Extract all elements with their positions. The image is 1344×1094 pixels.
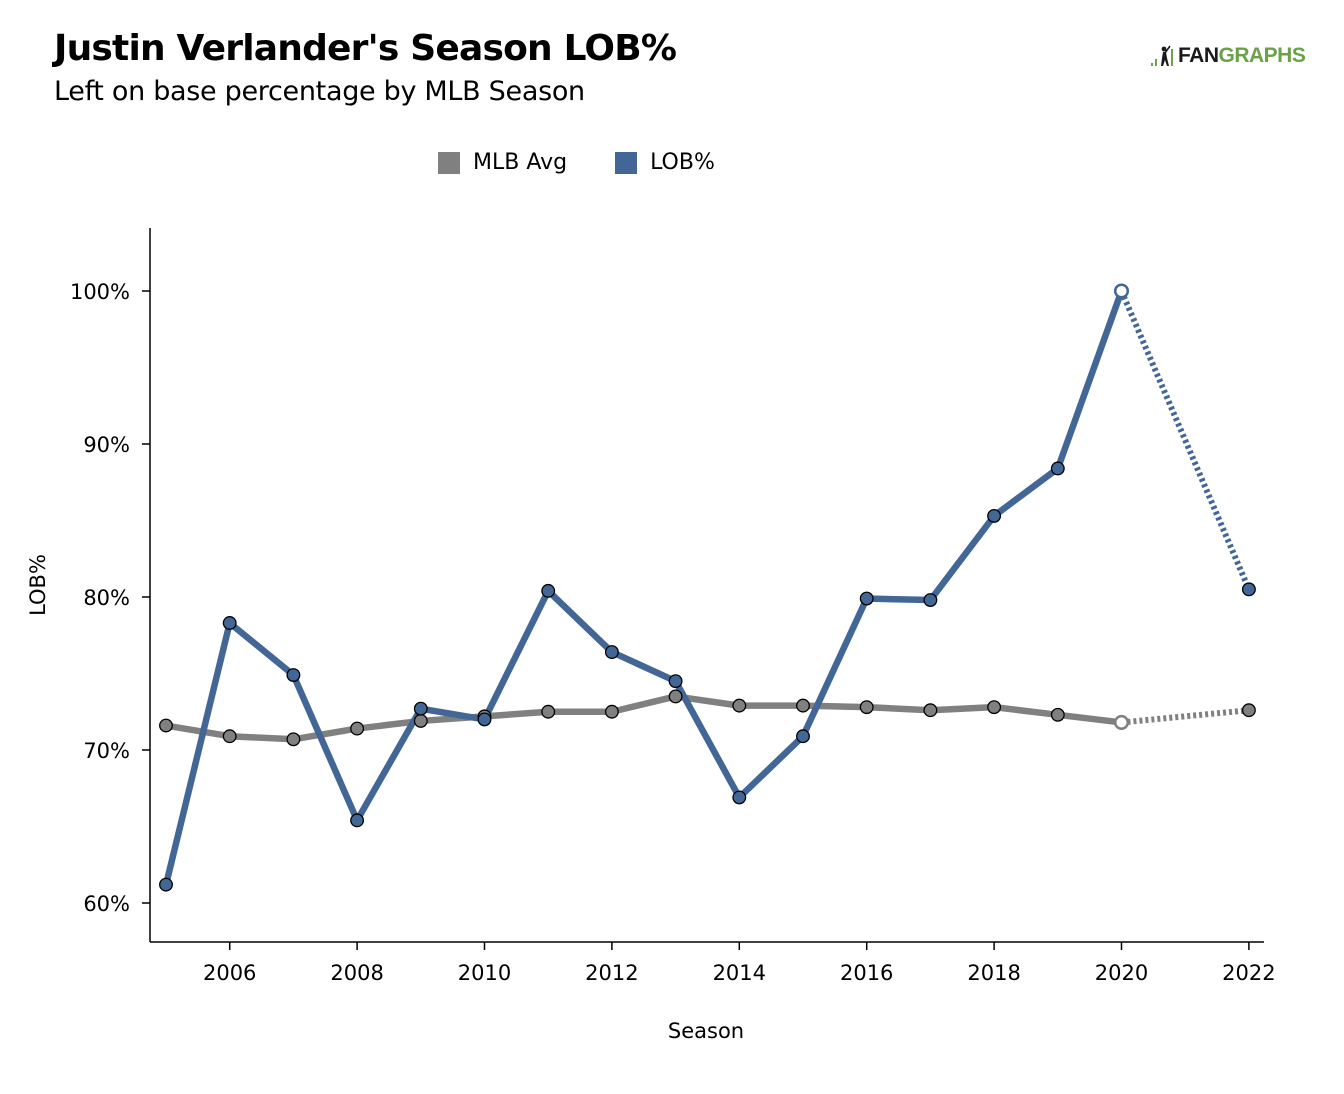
- data-point-mlb-avg-2019: [1050, 707, 1065, 722]
- y-axis-title: LOB%: [26, 554, 50, 616]
- data-point-lob-2006: [222, 616, 237, 630]
- fangraphs-logo: FAN GRAPHS: [1150, 44, 1306, 68]
- data-point-lob-2014: [732, 790, 747, 805]
- x-tick-label: 2014: [713, 961, 766, 985]
- data-point-lob-2019: [1050, 461, 1065, 476]
- x-tick-label: 2008: [330, 961, 383, 985]
- data-point-lob-2022: [1241, 582, 1256, 597]
- data-point-mlb-avg-2020: [1113, 714, 1130, 731]
- logo-text-fan: FAN: [1178, 44, 1219, 67]
- data-point-mlb-avg-2022: [1241, 703, 1256, 718]
- y-tick-label: 90%: [83, 433, 130, 457]
- chart-legend: MLB Avg LOB%: [438, 150, 763, 175]
- y-tick-label: 60%: [83, 892, 130, 916]
- data-point-lob-2017: [923, 593, 938, 608]
- x-tick-label: 2012: [585, 961, 638, 985]
- data-point-mlb-avg-2014: [732, 698, 747, 713]
- data-point-mlb-avg-2012: [604, 704, 619, 719]
- data-point-lob-2016: [859, 591, 874, 606]
- chart-title: Justin Verlander's Season LOB%: [54, 28, 677, 69]
- data-point-mlb-avg-2017: [923, 703, 938, 718]
- data-point-mlb-avg-2018: [987, 700, 1002, 715]
- x-tick-label: 2010: [458, 961, 511, 985]
- legend-swatch-lob: [615, 151, 638, 174]
- x-axis-title: Season: [668, 1019, 744, 1043]
- chart-subtitle: Left on base percentage by MLB Season: [54, 76, 585, 107]
- data-point-mlb-avg-2013: [668, 689, 683, 704]
- data-point-lob-2010: [477, 712, 492, 727]
- batter-logo-icon: [1151, 45, 1173, 66]
- chart-axes: 60% 70% 80% 90% 100% 2006 2008 2010 2012 2014 2016…: [70, 228, 1276, 985]
- data-point-lob-2007: [286, 668, 301, 682]
- legend-label-lob: LOB%: [650, 150, 715, 175]
- legend-swatch-mlb-avg: [438, 151, 460, 174]
- data-point-lob-2012: [604, 645, 619, 660]
- legend-item-mlb-avg: MLB Avg: [438, 150, 567, 175]
- data-point-lob-2008: [350, 813, 365, 828]
- y-tick-label: 70%: [83, 739, 130, 763]
- data-point-lob-2018: [987, 508, 1002, 523]
- data-point-lob-2005: [159, 877, 173, 892]
- data-point-mlb-avg-2011: [541, 704, 556, 719]
- data-point-mlb-avg-2015: [796, 698, 810, 713]
- series-gap-line-mlb-avg: [1121, 707, 1250, 726]
- logo-text-graphs: GRAPHS: [1218, 44, 1306, 67]
- series-gap-line-lob: [1118, 289, 1252, 591]
- data-point-mlb-avg-2008: [350, 721, 365, 736]
- y-tick-label: 100%: [70, 280, 130, 304]
- data-point-mlb-avg-2016: [859, 700, 874, 715]
- data-point-lob-2015: [796, 729, 810, 744]
- series-line-mlb-avg: [162, 693, 1125, 743]
- x-tick-label: 2016: [840, 961, 893, 985]
- data-point-lob-2009: [413, 701, 428, 716]
- x-tick-label: 2018: [967, 961, 1020, 985]
- x-tick-label: 2022: [1222, 961, 1275, 985]
- series-line-lob: [162, 287, 1125, 888]
- x-tick-label: 2020: [1095, 961, 1148, 985]
- data-point-mlb-avg-2009: [413, 713, 428, 728]
- data-point-lob-2011: [541, 583, 556, 598]
- data-point-mlb-avg-2005: [159, 718, 173, 733]
- x-tick-label: 2006: [203, 961, 256, 985]
- y-tick-label: 80%: [83, 586, 130, 610]
- chart-series: [159, 283, 1256, 892]
- data-point-mlb-avg-2006: [222, 729, 237, 744]
- data-point-lob-2013: [668, 674, 683, 689]
- legend-item-lob: LOB%: [615, 150, 715, 175]
- data-point-mlb-avg-2007: [286, 732, 301, 747]
- data-point-lob-2020: [1113, 283, 1130, 299]
- legend-label-mlb-avg: MLB Avg: [473, 150, 568, 175]
